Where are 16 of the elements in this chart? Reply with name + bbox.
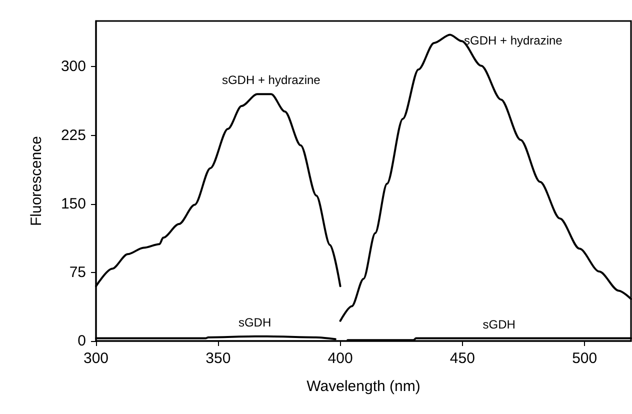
x-tick-label: 350 — [206, 350, 231, 367]
y-tick-label: 0 — [78, 332, 86, 350]
x-tick-label: 300 — [83, 350, 109, 367]
x-axis-title: Wavelength (nm) — [306, 378, 420, 395]
x-tick-label: 500 — [572, 350, 598, 367]
x-tick-label: 400 — [328, 350, 353, 367]
series-label: sGDH + hydrazine — [464, 34, 563, 48]
series-label: sGDH — [238, 315, 272, 330]
series-label: sGDH — [482, 317, 516, 332]
y-tick-label: 75 — [69, 264, 86, 281]
y-tick-label: 225 — [60, 126, 86, 144]
y-tick-label: 300 — [60, 58, 86, 76]
y-axis-title: Fluorescence — [28, 136, 45, 226]
y-tick-label: 150 — [60, 195, 86, 212]
series-label: sGDH + hydrazine — [222, 73, 321, 88]
x-tick-label: 450 — [450, 350, 475, 367]
